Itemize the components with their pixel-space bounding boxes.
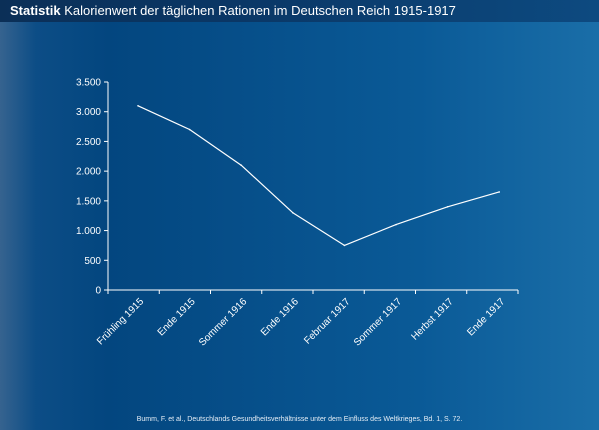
page-title: Statistik Kalorienwert der täglichen Rat…: [10, 0, 456, 22]
data-point: [395, 223, 397, 226]
data-series-line: [137, 105, 500, 246]
x-tick-label: Sommer 1916: [197, 296, 249, 348]
title-prefix: Statistik: [10, 3, 61, 18]
y-tick-label: 3.500: [76, 78, 101, 89]
x-tick-label: Frühling 1915: [95, 296, 146, 347]
data-point: [343, 244, 346, 247]
y-tick-label: 500: [84, 256, 101, 267]
data-point: [240, 164, 242, 166]
data-point: [498, 191, 501, 193]
title-bar: Statistik Kalorienwert der täglichen Rat…: [0, 0, 599, 22]
data-point: [292, 211, 294, 214]
x-tick-label: Ende 1917: [465, 296, 507, 338]
data-point: [188, 128, 191, 131]
y-tick-label: 2.000: [76, 167, 101, 178]
line-chart: 0 500 1.000 1.500 2.000 2.500 3.000 3.500 Frühli…: [0, 0, 599, 410]
source-citation: Bumm, F. et al., Deutschlands Gesundheit…: [136, 416, 463, 423]
x-tick-label: Ende 1915: [156, 296, 198, 338]
y-tick-label: 1.500: [76, 196, 101, 207]
data-point: [446, 206, 449, 208]
x-tick-label: Sommer 1917: [352, 296, 404, 348]
x-tick-label: Februar 1917: [302, 296, 353, 347]
x-tick-label: Herbst 1917: [409, 296, 456, 343]
title-text: Kalorienwert der täglichen Rationen im D…: [64, 3, 456, 18]
y-tick-label: 1.000: [76, 226, 101, 237]
x-tick-label: Ende 1916: [259, 296, 301, 338]
y-tick-label: 3.000: [76, 107, 101, 118]
y-tick-label: 0: [95, 286, 101, 297]
y-tick-label: 2.500: [76, 137, 101, 148]
data-point: [137, 104, 139, 107]
